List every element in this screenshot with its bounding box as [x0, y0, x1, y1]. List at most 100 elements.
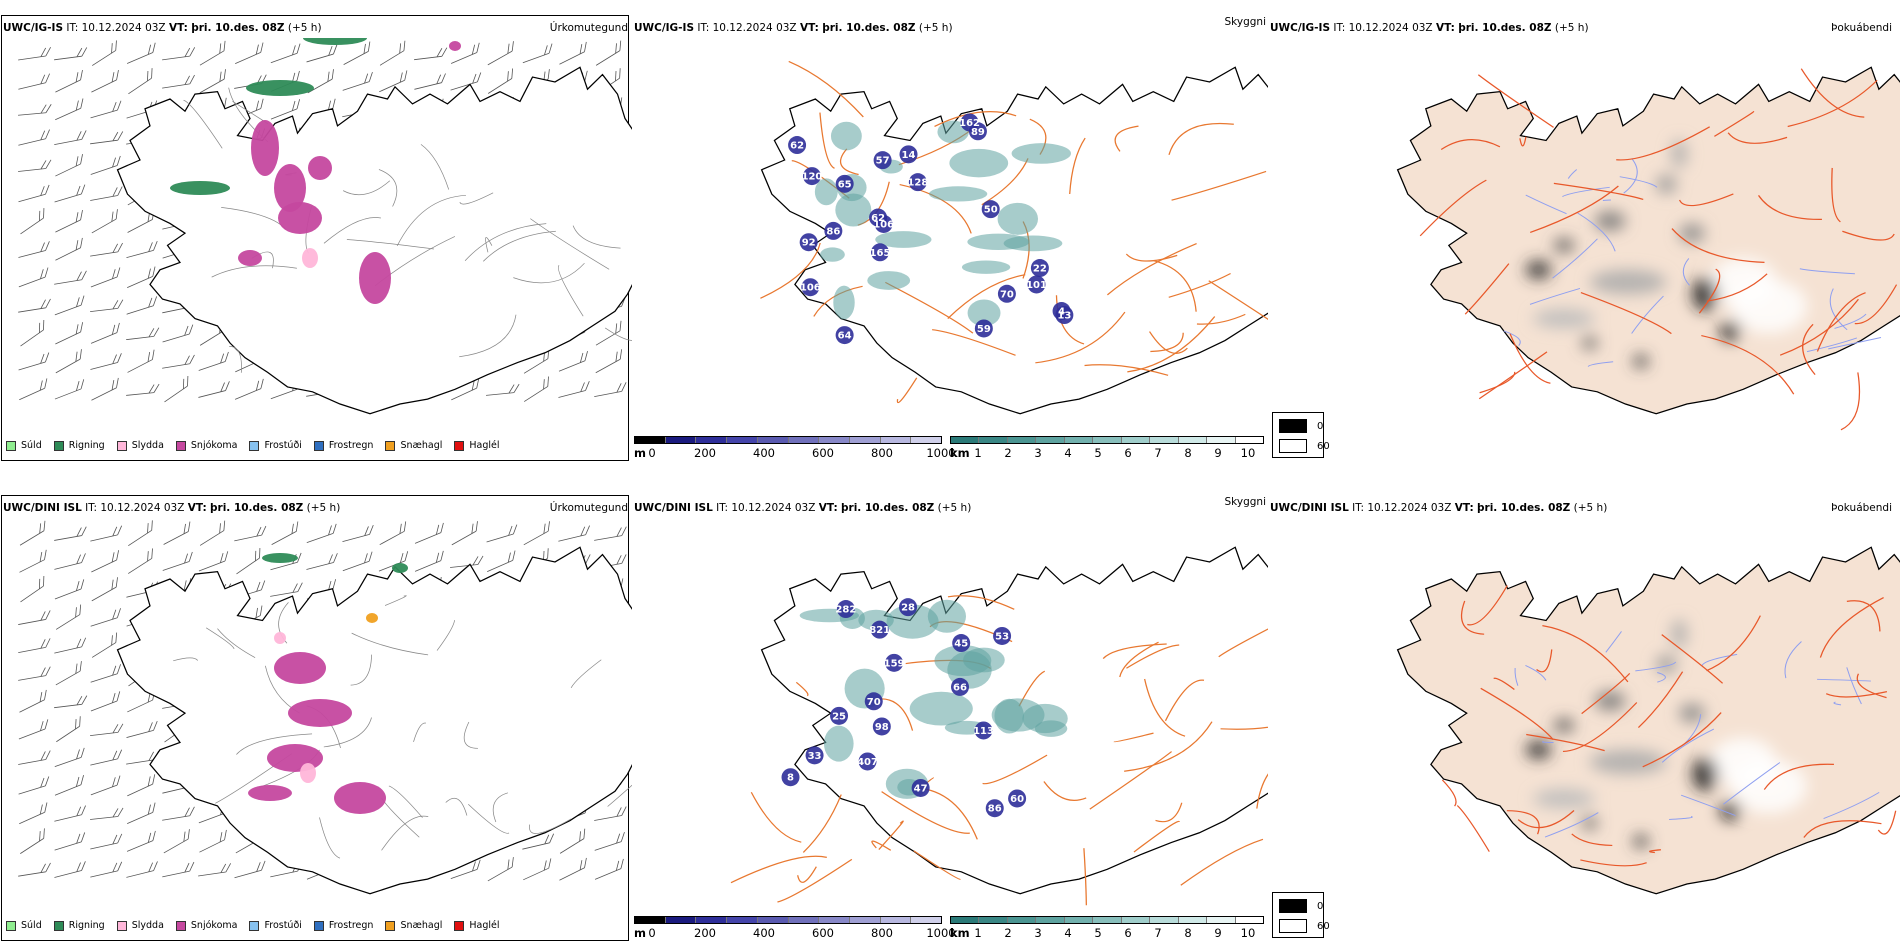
lead-time: (+5 h): [1573, 502, 1608, 514]
road-line: [1517, 810, 1575, 829]
precip-legend-swatch: [6, 920, 16, 931]
wind-barb: [90, 807, 124, 820]
fog-area: [1730, 279, 1808, 334]
vt-label: VT:: [799, 22, 819, 34]
visibility-area: [1034, 720, 1068, 737]
road-network: [1419, 68, 1898, 431]
road-line: [1102, 643, 1167, 659]
road-line: [413, 722, 427, 742]
fog-area: [1720, 321, 1741, 341]
visibility-area: [835, 193, 872, 227]
panel-header: UWC/IG-IS IT: 10.12.2024 03Z VT: þri. 10…: [634, 22, 953, 34]
road-line: [1562, 702, 1638, 753]
wind-barb: [54, 47, 88, 61]
visibility-tick-label: 2: [1004, 926, 1012, 940]
precip-legend-swatch: [116, 920, 127, 931]
ceiling-value-label: 47: [914, 783, 928, 794]
wind-barb: [199, 40, 226, 66]
wind-barb: [90, 691, 121, 712]
wind-barb: [54, 637, 87, 654]
model-name: UWC/DINI ISL: [1270, 502, 1349, 514]
road-line: [1440, 139, 1501, 151]
visibility-tick-label: 5: [1094, 446, 1102, 460]
wind-barb: [162, 74, 195, 89]
ceiling-area: [781, 768, 800, 787]
road-line: [229, 345, 242, 373]
precip-legend-label: Rigning: [68, 920, 105, 931]
visibility-area: [814, 178, 838, 206]
wind-barb: [199, 520, 226, 546]
wind-barb: [343, 41, 371, 65]
colorbar-segment: [727, 437, 758, 443]
ceiling-value-label: 53: [995, 631, 1009, 642]
vt-value: þri. 10.des. 08Z: [1458, 22, 1552, 34]
wind-barb: [54, 861, 86, 878]
visibility-tick-label: 6: [1124, 926, 1132, 940]
visibility-unit: km: [950, 926, 970, 940]
wind-barb: [19, 520, 46, 546]
colorbar-segment: [1178, 917, 1208, 923]
ceiling-tick-label: 200: [694, 446, 716, 460]
road-line: [1803, 820, 1882, 838]
ceiling-area: [836, 600, 855, 619]
road-line: [1480, 687, 1554, 740]
colorbar-segment: [665, 917, 697, 923]
road-line: [323, 217, 381, 244]
road-line: [1114, 125, 1139, 152]
ceiling-unit: m: [634, 446, 646, 460]
colorbar-segment: [979, 437, 1008, 443]
precip-map: [18, 520, 632, 895]
ceiling-area: [870, 243, 889, 262]
wind-barb: [594, 831, 625, 851]
colorbar-segment: [1178, 437, 1208, 443]
wind-barb: [523, 521, 550, 546]
road-line: [1816, 292, 1866, 352]
river-line: [1833, 701, 1842, 706]
precip-legend-label: Frostúði: [264, 920, 302, 931]
wind-barb: [18, 776, 50, 795]
visibility-tick-label: 1: [974, 926, 982, 940]
ceiling-area: [985, 799, 1004, 818]
road-line: [871, 840, 892, 851]
wind-barb: [199, 69, 226, 94]
it-label: IT:: [697, 22, 710, 34]
wind-barb: [559, 828, 586, 854]
road-line: [1800, 68, 1865, 118]
road-line: [459, 192, 494, 205]
road-line: [483, 230, 556, 262]
precip-legend-swatch: [175, 920, 186, 931]
wind-barb: [128, 68, 153, 95]
ceiling-area: [981, 200, 1000, 219]
road-line: [1519, 136, 1527, 147]
ceiling-value-labels: 28 282 821 53 45 159 66 70 25 98 113 33 407 8 47 60 86: [787, 603, 1024, 815]
wind-barb: [558, 350, 588, 372]
river-line: [1669, 816, 1693, 820]
wind-barb: [379, 70, 408, 93]
visibility-colorbar-bar: [950, 436, 1264, 444]
river-line: [1784, 641, 1802, 679]
precip-area: [238, 250, 262, 266]
road-line: [1637, 671, 1684, 729]
precip-type-panel: UWC/DINI ISL IT: 10.12.2024 03Z VT: þri.…: [0, 480, 632, 950]
road-line: [1119, 641, 1159, 678]
road-line: [183, 99, 223, 149]
colorbar-segment: [1064, 917, 1094, 923]
wind-barb: [55, 210, 83, 233]
road-line: [492, 792, 509, 823]
wind-barb: [90, 186, 123, 201]
wind-barb: [54, 747, 85, 767]
fog-map: [1396, 66, 1900, 431]
precip-legend-label: Frostregn: [328, 920, 374, 931]
colorbar-segment: [788, 437, 820, 443]
precip-area: [248, 785, 292, 801]
precip-legend-item: Súld: [6, 920, 42, 931]
wind-barb: [18, 719, 49, 740]
river-line: [1806, 337, 1858, 353]
wind-barb: [450, 72, 482, 91]
wind-barb: [128, 520, 153, 547]
fog-legend-row-0: 0: [1279, 419, 1323, 433]
road-line: [1168, 272, 1231, 298]
wind-barb: [90, 775, 121, 796]
visibility-area: [949, 148, 1009, 178]
wind-barb: [126, 240, 158, 259]
